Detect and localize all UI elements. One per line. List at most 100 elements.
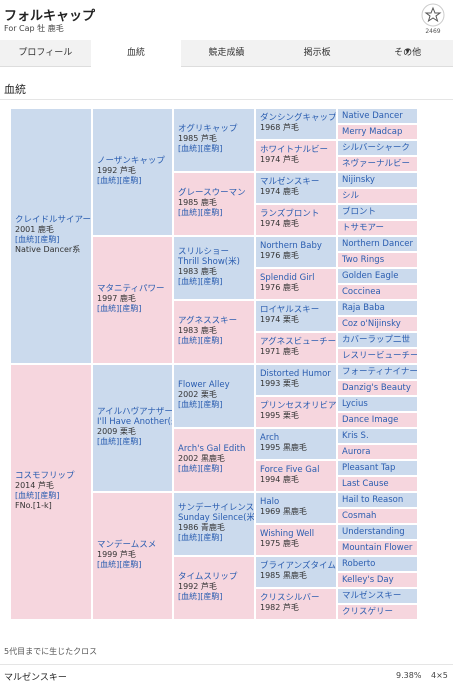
horse-name[interactable]: Understanding — [342, 527, 405, 537]
horse-name[interactable]: オグリキャップ — [178, 124, 238, 134]
horse-name[interactable]: Native Dancer — [342, 111, 403, 121]
horse-name[interactable]: Two Rings — [342, 255, 385, 265]
horse-name-en[interactable]: Sunday Silence(米) — [178, 513, 255, 523]
link[interactable]: [産駒] — [200, 400, 223, 409]
horse-name-en[interactable]: I'll Have Another(米) — [97, 417, 172, 427]
link[interactable]: [産駒] — [37, 491, 60, 500]
horse-name[interactable]: Dance Image — [342, 415, 399, 425]
link[interactable]: [産駒] — [200, 336, 223, 345]
link[interactable]: [血統] — [178, 277, 201, 286]
horse-name[interactable]: スリルショー — [178, 247, 230, 257]
horse-name[interactable]: マタニティパワー — [97, 284, 165, 294]
horse-cell: タイムスリップ 1992 芦毛 [血統][産駒] — [173, 556, 255, 620]
horse-name[interactable]: Mountain Flower — [342, 543, 413, 553]
tab[interactable]: その他 ▼ — [362, 40, 453, 66]
horse-name[interactable]: Roberto — [342, 559, 376, 569]
link[interactable]: [産駒] — [119, 437, 142, 446]
horse-name[interactable]: ロイヤルスキー — [260, 305, 320, 315]
link[interactable]: [産駒] — [200, 464, 223, 473]
tab[interactable]: プロフィール — [18, 48, 73, 58]
link[interactable]: [産駒] — [37, 235, 60, 244]
tab[interactable]: 掲示板 — [303, 48, 331, 58]
horse-name[interactable]: Coz o'Nijinsky — [342, 319, 401, 329]
horse-name[interactable]: クリスゲリー — [342, 607, 394, 617]
link[interactable]: [産駒] — [200, 144, 223, 153]
link[interactable]: [産駒] — [200, 533, 223, 542]
tab[interactable]: 競走成績 — [208, 48, 245, 58]
horse-name[interactable]: Halo — [260, 497, 280, 507]
horse-name[interactable]: Last Cause — [342, 479, 389, 489]
horse-name[interactable]: Wishing Well — [260, 529, 315, 539]
horse-name[interactable]: Northern Dancer — [342, 239, 413, 249]
link[interactable]: [産駒] — [200, 208, 223, 217]
horse-name[interactable]: シルバーシャーク — [342, 143, 410, 153]
horse-name[interactable]: アグネスビューチー — [260, 337, 337, 347]
horse-name[interactable]: マルゼンスキー — [342, 591, 402, 601]
horse-name[interactable]: フォーティナイナー — [342, 367, 418, 377]
horse-name[interactable]: サンデーサイレンス — [178, 503, 255, 513]
link[interactable]: [血統] — [97, 176, 120, 185]
horse-name[interactable]: ランズブロント — [260, 209, 320, 219]
link[interactable]: [血統] — [15, 235, 38, 244]
horse-name[interactable]: Distorted Humor — [260, 369, 331, 379]
horse-name[interactable]: Cosmah — [342, 511, 377, 521]
horse-name[interactable]: Kris S. — [342, 431, 369, 441]
horse-name[interactable]: コスモフリップ — [15, 471, 75, 481]
horse-name[interactable]: Merry Madcap — [342, 127, 403, 137]
link[interactable]: [血統] — [97, 560, 120, 569]
horse-name[interactable]: Flower Alley — [178, 380, 230, 390]
link[interactable]: [血統] — [178, 592, 201, 601]
horse-name[interactable]: Splendid Girl — [260, 273, 315, 283]
link[interactable]: [血統] — [178, 144, 201, 153]
horse-name[interactable]: Nijinsky — [342, 175, 375, 185]
horse-name[interactable]: Northern Baby — [260, 241, 322, 251]
horse-name[interactable]: ホワイトナルビー — [260, 145, 329, 155]
horse-name[interactable]: アイルハヴアナザー — [97, 407, 173, 417]
horse-name[interactable]: ネヴァーナルビー — [342, 159, 411, 169]
horse-name[interactable]: グレースウーマン — [178, 188, 246, 198]
horse-name[interactable]: Force Five Gal — [260, 465, 320, 475]
horse-name[interactable]: マンデームスメ — [97, 540, 157, 550]
horse-name[interactable]: ノーザンキャップ — [97, 156, 165, 166]
horse-name[interactable]: マルゼンスキー — [260, 177, 320, 187]
link[interactable]: [産駒] — [200, 592, 223, 601]
horse-name[interactable]: Pleasant Tap — [342, 463, 396, 473]
horse-name[interactable]: Golden Eagle — [342, 271, 399, 281]
horse-name[interactable]: Arch — [260, 433, 280, 443]
horse-name[interactable]: クリスシルバー — [260, 593, 320, 603]
horse-name[interactable]: アグネススキー — [178, 316, 238, 326]
horse-name[interactable]: カバーラップ二世 — [342, 335, 411, 345]
link[interactable]: [血統] — [178, 533, 201, 542]
horse-name-en[interactable]: Thrill Show(米) — [178, 257, 240, 267]
horse-name[interactable]: ダンシングキャップ — [260, 113, 337, 123]
link[interactable]: [産駒] — [119, 176, 142, 185]
horse-name[interactable]: Lycius — [342, 399, 368, 409]
horse-name[interactable]: ブライアンズタイム — [260, 561, 336, 571]
link[interactable]: [産駒] — [200, 277, 223, 286]
horse-name[interactable]: Coccinea — [342, 287, 381, 297]
horse-name[interactable]: Hail to Reason — [342, 495, 404, 505]
horse-name[interactable]: Kelley's Day — [342, 575, 394, 585]
horse-name[interactable]: Aurora — [342, 447, 371, 457]
horse-name[interactable]: レスリービューチー — [342, 351, 418, 361]
link[interactable]: [血統] — [178, 208, 201, 217]
horse-name[interactable]: Raja Baba — [342, 303, 385, 313]
link[interactable]: [血統] — [178, 464, 201, 473]
horse-name[interactable]: プリンセスオリビア — [260, 401, 337, 411]
tab[interactable]: 血統 — [90, 40, 182, 67]
link[interactable]: [血統] — [178, 400, 201, 409]
favorite-button[interactable] — [421, 3, 445, 27]
link[interactable]: [血統] — [15, 491, 38, 500]
horse-name[interactable]: シル — [342, 191, 360, 201]
link[interactable]: [産駒] — [119, 304, 142, 313]
link[interactable]: [産駒] — [119, 560, 142, 569]
horse-name[interactable]: Danzig's Beauty — [342, 383, 411, 393]
horse-name[interactable]: ブロント — [342, 207, 377, 217]
horse-name[interactable]: クレイドルサイアー — [15, 215, 91, 225]
link[interactable]: [血統] — [97, 437, 120, 446]
horse-name[interactable]: タイムスリップ — [178, 572, 238, 582]
link[interactable]: [血統] — [178, 336, 201, 345]
link[interactable]: [血統] — [97, 304, 120, 313]
horse-name[interactable]: トサモアー — [342, 223, 384, 233]
horse-name[interactable]: Arch's Gal Edith — [178, 444, 246, 454]
